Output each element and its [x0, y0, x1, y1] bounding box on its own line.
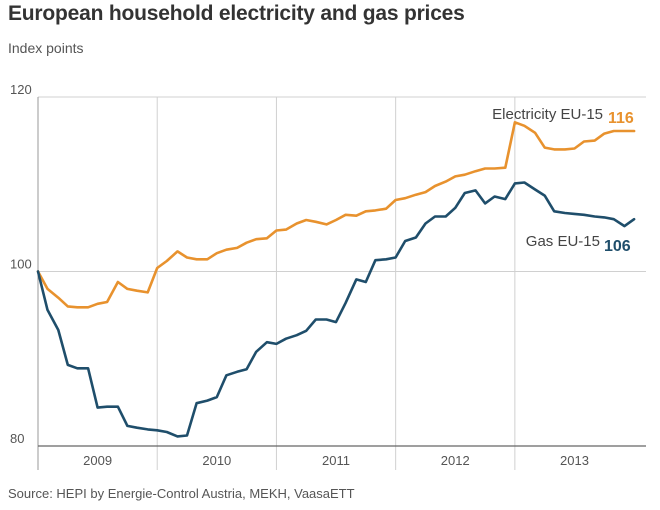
series-label-electricity: Electricity EU-15 — [492, 106, 603, 123]
x-tick-label-2011: 2011 — [322, 453, 350, 468]
source-note: Source: HEPI by Energie-Control Austria,… — [8, 486, 355, 501]
x-tick-label-2012: 2012 — [441, 453, 470, 468]
series-line-electricity — [36, 121, 636, 309]
series-label-gas: Gas EU-15 — [526, 233, 600, 250]
x-tick-label-2009: 2009 — [83, 453, 112, 468]
y-tick-label-100: 100 — [10, 257, 32, 272]
series-line-gas — [36, 181, 636, 438]
end-value-electricity: 116 — [608, 110, 634, 127]
y-axis-label: Index points — [8, 40, 84, 56]
y-tick-label-120: 120 — [10, 82, 32, 97]
x-tick-label-2010: 2010 — [202, 453, 231, 468]
end-value-gas: 106 — [604, 238, 631, 255]
chart-title: European household electricity and gas p… — [8, 2, 465, 25]
x-tick-label-2013: 2013 — [560, 453, 589, 468]
y-tick-label-80: 80 — [10, 431, 24, 446]
